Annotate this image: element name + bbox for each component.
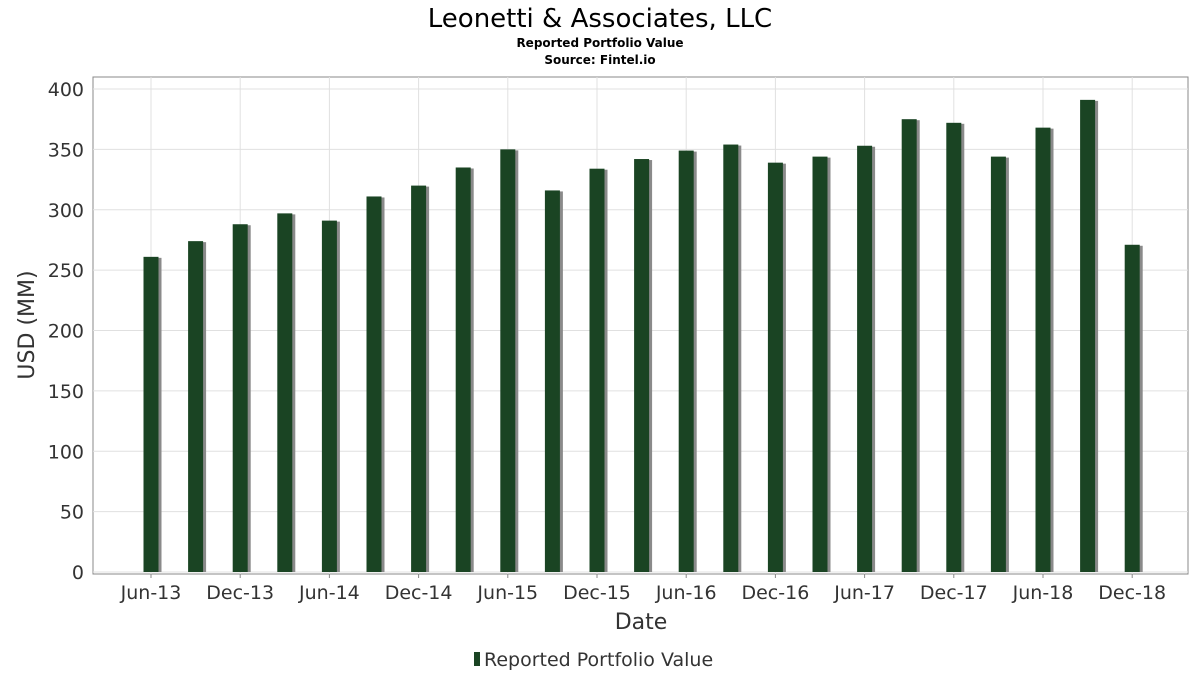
bar-sep-14 [366, 196, 382, 572]
x-axis-title: Date [615, 610, 668, 635]
bar-dec-15 [589, 168, 605, 572]
x-axis-ticks: Jun-13 Dec-13 Jun-14 Dec-14 Jun-15 Dec-15 Jun-… [120, 574, 1166, 604]
bar-jun-17 [857, 145, 873, 572]
bar-mar-14 [277, 213, 293, 572]
x-tick-label: Dec-18 [1098, 582, 1166, 604]
x-tick-label: Jun-18 [1012, 582, 1074, 604]
x-tick-label: Jun-15 [476, 582, 538, 604]
x-tick-label: Jun-14 [298, 582, 360, 604]
y-tick-label: 350 [48, 139, 84, 161]
x-tick-label: Dec-17 [920, 582, 988, 604]
bar-sep-17 [901, 119, 917, 572]
legend-label: Reported Portfolio Value [484, 649, 713, 671]
chart-source: Source: Fintel.io [544, 53, 655, 67]
bar-mar-16 [634, 159, 650, 572]
y-axis-title: USD (MM) [15, 270, 40, 379]
y-tick-label: 300 [48, 200, 84, 222]
bar-jun-13 [143, 256, 159, 572]
x-tick-label: Jun-16 [655, 582, 717, 604]
bar-sep-13 [188, 241, 204, 572]
bar-sep-16 [723, 144, 739, 573]
y-tick-label: 50 [60, 502, 84, 524]
bar-dec-17 [946, 122, 962, 572]
bar-mar-18 [990, 156, 1006, 572]
chart-subtitle: Reported Portfolio Value [516, 36, 683, 50]
bar-jun-16 [678, 150, 694, 572]
y-tick-label: 250 [48, 260, 84, 282]
bars-group [143, 99, 1143, 573]
bar-dec-16 [767, 162, 783, 572]
y-tick-label: 0 [72, 562, 84, 584]
y-axis-ticks: 0 50 100 150 200 250 300 350 400 [48, 79, 84, 584]
x-tick-label: Dec-13 [206, 582, 274, 604]
bar-dec-14 [411, 185, 427, 572]
y-tick-label: 200 [48, 321, 84, 343]
x-tick-label: Dec-15 [563, 582, 631, 604]
bar-mar-15 [455, 167, 471, 573]
bar-jun-15 [500, 149, 516, 572]
legend-swatch [474, 652, 480, 666]
y-tick-label: 100 [48, 441, 84, 463]
x-tick-label: Jun-13 [120, 582, 182, 604]
x-tick-label: Jun-17 [833, 582, 895, 604]
x-tick-label: Dec-14 [385, 582, 453, 604]
bar-dec-13 [232, 224, 248, 573]
bar-dec-18 [1124, 244, 1140, 572]
y-tick-label: 400 [48, 79, 84, 101]
bar-sep-18 [1080, 99, 1096, 573]
bar-sep-15 [544, 190, 560, 572]
bar-mar-17 [812, 156, 828, 572]
x-tick-label: Dec-16 [741, 582, 809, 604]
chart-title: Leonetti & Associates, LLC [428, 4, 772, 34]
legend: Reported Portfolio Value [474, 649, 713, 671]
y-tick-label: 150 [48, 381, 84, 403]
bar-jun-14 [321, 220, 337, 572]
bar-jun-18 [1035, 127, 1051, 572]
